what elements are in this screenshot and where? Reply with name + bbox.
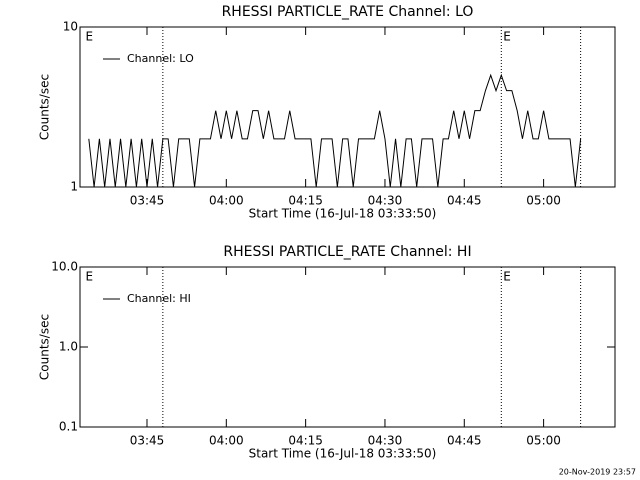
annotation: E bbox=[86, 30, 94, 44]
y-axis-label: Counts/sec bbox=[38, 314, 52, 380]
legend-label: Channel: HI bbox=[127, 292, 191, 305]
x-tick-label: 04:15 bbox=[288, 434, 323, 448]
annotation: E bbox=[86, 270, 94, 284]
annotation: E bbox=[503, 30, 511, 44]
footer: 20-Nov-2019 23:57 bbox=[559, 468, 636, 477]
data-line bbox=[88, 73, 582, 188]
annotation: E bbox=[503, 270, 511, 284]
x-tick-label: 05:00 bbox=[526, 434, 561, 448]
x-axis-label: Start Time (16-Jul-18 03:33:50) bbox=[249, 207, 437, 221]
x-tick-label: 04:45 bbox=[447, 434, 482, 448]
x-tick-label: 04:15 bbox=[288, 194, 323, 208]
legend-label: Channel: LO bbox=[127, 52, 194, 65]
x-tick-label: 04:45 bbox=[447, 194, 482, 208]
x-tick-label: 04:00 bbox=[209, 194, 244, 208]
x-tick-label: 04:30 bbox=[368, 434, 403, 448]
chart-title: RHESSI PARTICLE_RATE Channel: HI bbox=[223, 244, 471, 260]
x-axis-label: Start Time (16-Jul-18 03:33:50) bbox=[249, 447, 437, 461]
chart-title: RHESSI PARTICLE_RATE Channel: LO bbox=[222, 4, 474, 20]
y-tick-label: 1 bbox=[70, 180, 78, 194]
plot-frame bbox=[79, 26, 616, 188]
y-tick-label: 1.0 bbox=[59, 340, 78, 354]
y-tick-label: 10.0 bbox=[51, 260, 78, 274]
x-tick-label: 04:30 bbox=[368, 194, 403, 208]
x-tick-label: 03:45 bbox=[130, 434, 165, 448]
x-tick-label: 03:45 bbox=[130, 194, 165, 208]
x-tick-label: 04:00 bbox=[209, 434, 244, 448]
y-tick-label: 0.1 bbox=[59, 420, 78, 434]
x-tick-label: 05:00 bbox=[526, 194, 561, 208]
y-axis-label: Counts/sec bbox=[38, 74, 52, 140]
y-tick-label: 10 bbox=[63, 20, 78, 34]
